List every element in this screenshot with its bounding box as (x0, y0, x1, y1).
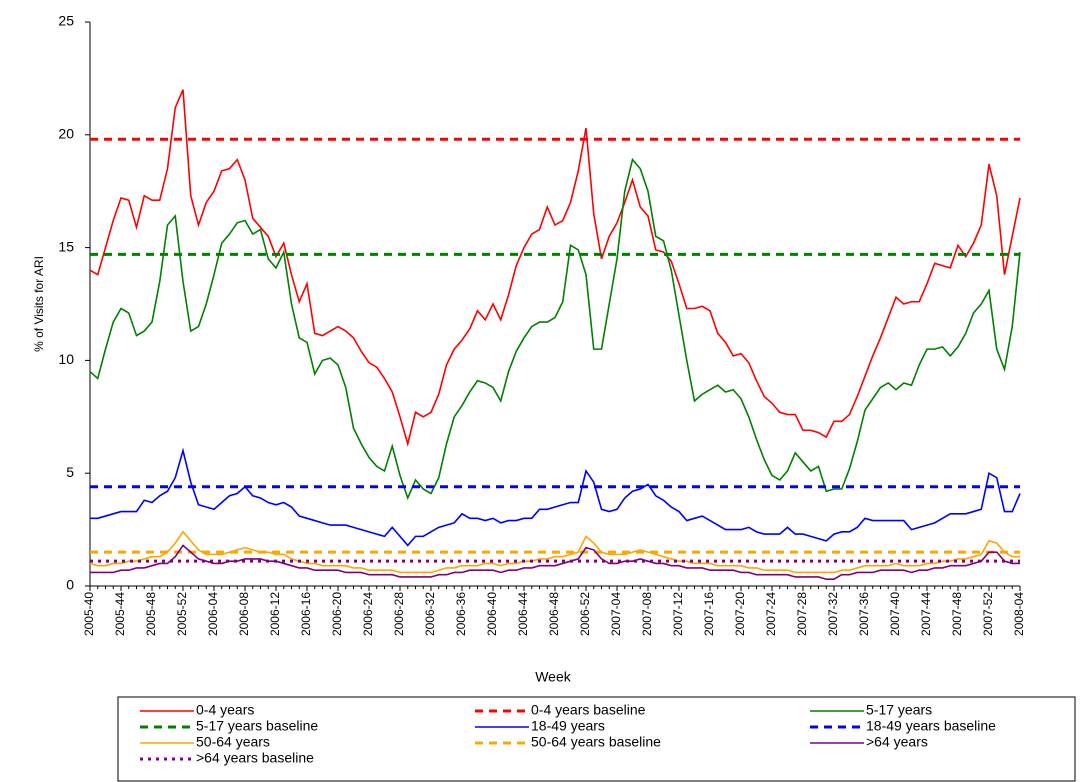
x-tick-label: 2006-24 (361, 592, 375, 636)
x-tick-label: 2005-52 (175, 592, 189, 636)
y-tick-label: 5 (66, 464, 74, 480)
x-tick-label: 2006-48 (547, 592, 561, 636)
legend-label: 5-17 years baseline (196, 718, 318, 734)
legend-label: 0-4 years baseline (531, 702, 646, 718)
series-line (89, 157, 1021, 501)
x-tick-label: 2007-48 (950, 592, 964, 636)
x-tick-label: 2007-28 (795, 592, 809, 636)
x-tick-label: 2007-36 (857, 592, 871, 636)
x-tick-label: 2006-36 (454, 592, 468, 636)
x-tick-label: 2006-16 (299, 592, 313, 636)
x-tick-label: 2007-52 (981, 592, 995, 636)
series-line (90, 447, 1021, 547)
legend-label: 50-64 years baseline (531, 734, 661, 750)
legend-box (117, 696, 1076, 782)
y-tick-label: 10 (58, 351, 74, 367)
legend-label: 18-49 years (531, 718, 605, 734)
x-tick-label: 2007-16 (702, 592, 716, 636)
legend-label: 5-17 years (866, 702, 932, 718)
x-tick-label: 2007-12 (671, 592, 685, 636)
x-tick-label: 2007-20 (733, 592, 747, 636)
legend-label: >64 years (866, 734, 928, 750)
x-tick-label: 2005-44 (113, 592, 127, 636)
series-line (89, 530, 1020, 574)
series-line (89, 89, 1021, 447)
x-tick-label: 2007-04 (609, 592, 623, 636)
x-tick-label: 2006-44 (516, 592, 530, 636)
x-tick-label: 2006-08 (237, 592, 251, 636)
x-tick-label: 2006-40 (485, 592, 499, 636)
x-tick-label: 2007-44 (919, 592, 933, 636)
x-tick-label: 2006-20 (330, 592, 344, 636)
x-tick-label: 2006-32 (423, 592, 437, 636)
x-tick-label: 2008-04 (1012, 592, 1026, 636)
legend-label: 50-64 years (196, 734, 270, 750)
legend-label: 0-4 years (196, 702, 254, 718)
y-tick-label: 25 (58, 13, 74, 29)
x-tick-label: 2006-52 (578, 592, 592, 636)
legend-label: >64 years baseline (196, 750, 314, 766)
x-tick-label: 2007-32 (826, 592, 840, 636)
x-tick-label: 2005-40 (82, 592, 96, 636)
x-tick-label: 2007-40 (888, 592, 902, 636)
x-tick-label: 2007-08 (640, 592, 654, 636)
y-tick-label: 15 (58, 238, 74, 254)
y-tick-label: 0 (66, 577, 74, 593)
series-line (90, 544, 1020, 581)
y-tick-label: 20 (58, 126, 74, 142)
x-tick-label: 2006-28 (392, 592, 406, 636)
x-tick-label: 2006-12 (268, 592, 282, 636)
x-axis-label: Week (535, 669, 572, 685)
x-tick-label: 2005-48 (144, 592, 158, 636)
x-tick-label: 2006-04 (206, 592, 220, 636)
legend-label: 18-49 years baseline (866, 718, 996, 734)
y-axis-label: % of Visits for ARI (32, 256, 46, 352)
x-tick-label: 2007-24 (764, 592, 778, 636)
